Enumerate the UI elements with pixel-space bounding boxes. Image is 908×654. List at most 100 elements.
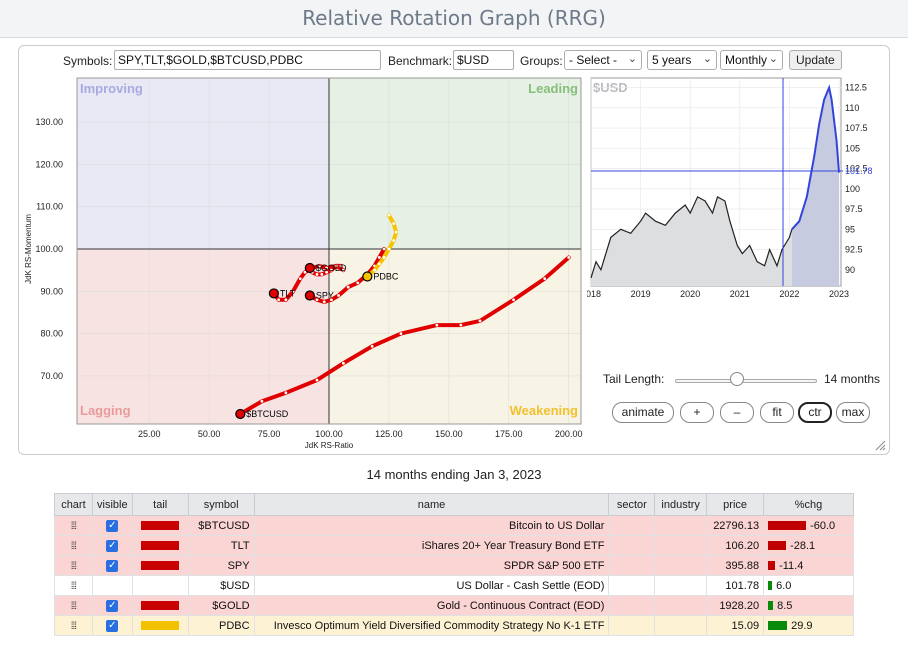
- table-row[interactable]: ⁞⁞⁞ ✓ TLT iShares 20+ Year Treasury Bond ET…: [54, 535, 854, 556]
- col-header-industry[interactable]: industry: [654, 493, 708, 516]
- tail-color-swatch[interactable]: [141, 541, 180, 551]
- tail-point: [543, 277, 547, 281]
- rrg-chart[interactable]: Improving Leading Lagging Weakening 25.0…: [19, 74, 585, 454]
- col-header-price[interactable]: price: [706, 493, 765, 516]
- tail-color-swatch[interactable]: [141, 601, 180, 611]
- chart-cell[interactable]: ⁞⁞⁞: [54, 515, 93, 536]
- sector-cell: [608, 595, 656, 616]
- visible-cell[interactable]: ✓: [91, 555, 133, 576]
- tail-point: [325, 270, 329, 274]
- chart-icon[interactable]: ⁞⁞⁞: [70, 540, 77, 552]
- resize-handle-icon[interactable]: [874, 439, 886, 451]
- x-tick-label: 100.00: [315, 429, 343, 439]
- tail-color-swatch[interactable]: [141, 521, 180, 531]
- symbol-head[interactable]: [362, 271, 373, 282]
- zoom-in-button[interactable]: +: [680, 402, 714, 423]
- sector-cell: [608, 555, 656, 576]
- table-row[interactable]: ⁞⁞⁞ ✓ PDBC Invesco Optimum Yield Diversifie…: [54, 615, 854, 636]
- col-header-pct-change[interactable]: %chg: [763, 493, 854, 516]
- period-select-value: 5 years: [652, 53, 692, 67]
- tail-length-slider[interactable]: [675, 379, 817, 383]
- tail-point: [392, 222, 396, 226]
- visible-cell[interactable]: ✓: [91, 615, 133, 636]
- x-tick-label: 75.00: [258, 429, 281, 439]
- tail-cell[interactable]: [131, 575, 189, 596]
- col-header-name[interactable]: name: [253, 493, 610, 516]
- visible-cell[interactable]: ✓: [91, 595, 133, 616]
- tail-cell[interactable]: [131, 515, 189, 536]
- visible-checkbox[interactable]: ✓: [106, 519, 119, 532]
- chart-icon[interactable]: ⁞⁞⁞: [70, 520, 77, 532]
- center-button[interactable]: ctr: [798, 402, 832, 423]
- industry-cell: [654, 575, 708, 596]
- tail-point: [377, 262, 381, 266]
- tail-point: [291, 289, 295, 293]
- chart-cell[interactable]: ⁞⁞⁞: [54, 535, 93, 556]
- tail-point: [334, 264, 338, 268]
- tail-point: [382, 247, 386, 251]
- frequency-select[interactable]: Monthly ⌄: [720, 50, 783, 70]
- chart-cell[interactable]: ⁞⁞⁞: [54, 595, 93, 616]
- table-row[interactable]: ⁞⁞⁞ ✓ $GOLD Gold - Continuous Contract (EOD…: [54, 595, 854, 616]
- tail-point: [341, 361, 345, 365]
- y-tick-labels: 130.00 120.00 110.00 100.00 90.00 80.00 70.00: [35, 117, 63, 381]
- chart-icon[interactable]: ⁞⁞⁞: [70, 600, 77, 612]
- visible-checkbox[interactable]: ✓: [106, 619, 119, 632]
- period-select[interactable]: 5 years ⌄: [647, 50, 717, 70]
- symbol-head[interactable]: [268, 288, 279, 299]
- tail-point: [303, 270, 307, 274]
- visible-checkbox[interactable]: ✓: [106, 599, 119, 612]
- update-button[interactable]: Update: [789, 50, 842, 70]
- col-header-chart[interactable]: chart: [54, 493, 93, 516]
- tail-length-slider-handle[interactable]: [730, 372, 744, 386]
- symbol-cell: SPY: [187, 555, 255, 576]
- visible-checkbox[interactable]: ✓: [106, 559, 119, 572]
- improving-quadrant: [77, 78, 329, 249]
- animate-button[interactable]: animate: [612, 402, 674, 423]
- tail-color-swatch[interactable]: [141, 621, 180, 631]
- tail-point: [339, 264, 343, 268]
- tail-color-swatch[interactable]: [141, 561, 180, 571]
- frequency-select-value: Monthly: [725, 53, 768, 67]
- symbol-head[interactable]: [235, 408, 246, 420]
- price-line-recent: [791, 84, 840, 230]
- visible-checkbox[interactable]: ✓: [106, 539, 119, 552]
- tail-point: [346, 285, 350, 289]
- tail-cell[interactable]: [131, 555, 189, 576]
- chart-icon[interactable]: ⁞⁞⁞: [70, 560, 77, 572]
- visible-cell[interactable]: ✓: [91, 535, 133, 556]
- chart-cell[interactable]: ⁞⁞⁞: [54, 575, 93, 596]
- col-header-sector[interactable]: sector: [608, 493, 656, 516]
- tail-cell[interactable]: [131, 535, 189, 556]
- benchmark-input[interactable]: $USD: [453, 50, 514, 70]
- controls-bar: Symbols: SPY,TLT,$GOLD,$BTCUSD,PDBC Benc…: [19, 46, 889, 74]
- chart-cell[interactable]: ⁞⁞⁞: [54, 555, 93, 576]
- visible-cell[interactable]: [91, 575, 133, 596]
- symbol-head[interactable]: [304, 290, 315, 301]
- visible-cell[interactable]: ✓: [91, 515, 133, 536]
- symbols-input[interactable]: SPY,TLT,$GOLD,$BTCUSD,PDBC: [114, 50, 381, 70]
- fit-button[interactable]: fit: [760, 402, 794, 423]
- tail-cell[interactable]: [131, 595, 189, 616]
- chart-cell[interactable]: ⁞⁞⁞: [54, 615, 93, 636]
- col-header-symbol[interactable]: symbol: [187, 493, 255, 516]
- table-row[interactable]: ⁞⁞⁞ $USD US Dollar - Cash Settle (EOD) 101.…: [54, 575, 854, 596]
- tail-point: [341, 268, 345, 272]
- chg-cell: -60.0: [763, 515, 854, 536]
- tail-cell[interactable]: [131, 615, 189, 636]
- price-y-tick: 100: [845, 184, 860, 194]
- symbol-head[interactable]: [304, 262, 315, 274]
- sector-cell: [608, 515, 656, 536]
- chg-bar: [768, 601, 774, 611]
- zoom-out-button[interactable]: –: [720, 402, 754, 423]
- table-row[interactable]: ⁞⁞⁞ ✓ SPY SPDR S&P 500 ETF 395.88 -11.4: [54, 555, 854, 576]
- col-header-tail[interactable]: tail: [131, 493, 189, 516]
- max-button[interactable]: max: [836, 402, 870, 423]
- chart-icon[interactable]: ⁞⁞⁞: [70, 620, 77, 632]
- tail-point: [260, 399, 264, 403]
- table-row[interactable]: ⁞⁞⁞ ✓ $BTCUSD Bitcoin to US Dollar 22796.13 -…: [54, 515, 854, 536]
- groups-select[interactable]: - Select - ⌄: [564, 50, 642, 70]
- tail-point: [370, 344, 374, 348]
- col-header-visible[interactable]: visible: [91, 493, 133, 516]
- chart-icon[interactable]: ⁞⁞⁞: [70, 580, 77, 592]
